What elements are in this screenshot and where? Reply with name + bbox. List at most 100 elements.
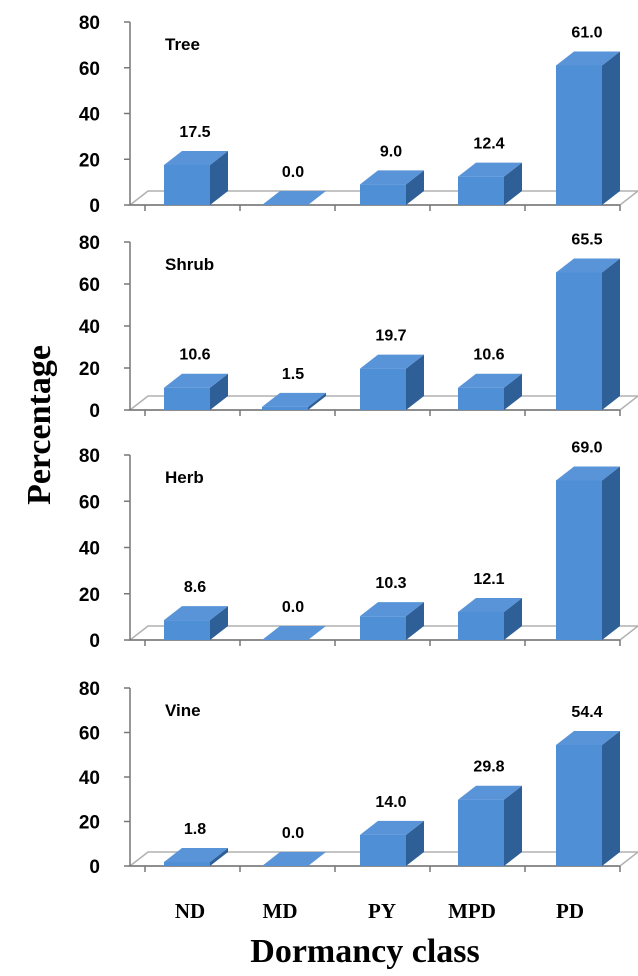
bar-front (556, 272, 602, 410)
bar-side (308, 392, 326, 410)
y-tick-label: 20 (79, 359, 100, 380)
bar-front (556, 480, 602, 640)
value-label: 17.5 (179, 124, 210, 141)
panel-herb: 0 20 40 60 80 Herb 8.6 0.0 10.3 12.1 69.0 (79, 439, 638, 652)
y-tick-label: 60 (79, 59, 100, 80)
value-label: 12.1 (473, 571, 504, 588)
bar-nd: 1.8 (164, 821, 228, 866)
panel-label: Tree (165, 35, 200, 54)
bar-top (164, 606, 228, 621)
value-label: 0.0 (282, 164, 304, 181)
bar-side (406, 820, 424, 866)
bar-top (262, 626, 326, 640)
bar-md: 0.0 (262, 825, 326, 866)
bar-front (262, 406, 308, 410)
x-category-label: MD (263, 899, 298, 923)
chart-panels: 0 20 40 60 80 Tree 17.5 0.0 9.0 12.4 61.0 0 20 40 60 80… (79, 13, 638, 878)
panel-shrub: 0 20 40 60 80 Shrub 10.6 1.5 19.7 10.6 65.5 (79, 231, 638, 422)
y-tick-label: 40 (79, 105, 100, 126)
value-label: 69.0 (571, 439, 602, 456)
bar-side (602, 258, 620, 410)
y-tick-label: 40 (79, 317, 100, 338)
x-axis-title: Dormancy class (250, 933, 479, 970)
x-category-label: PY (368, 899, 396, 923)
bar-py: 9.0 (360, 143, 424, 205)
bar-top (556, 466, 620, 481)
bar-side (602, 466, 620, 640)
panel-tree: 0 20 40 60 80 Tree 17.5 0.0 9.0 12.4 61.0 (79, 13, 638, 217)
bar-front (360, 616, 406, 640)
panel-label: Herb (165, 468, 204, 487)
x-category-label: ND (175, 899, 205, 923)
value-label: 61.0 (571, 24, 602, 41)
y-tick-label: 20 (79, 813, 100, 834)
bar-front (164, 164, 210, 205)
value-label: 19.7 (375, 328, 406, 345)
y-tick-label: 40 (79, 768, 100, 789)
value-label: 12.4 (473, 136, 504, 153)
x-category-labels: ND MD PY MPD PD (175, 899, 584, 923)
value-label: 0.0 (282, 825, 304, 842)
value-label: 29.8 (473, 759, 504, 776)
bar-py: 14.0 (360, 794, 424, 866)
bar-front (360, 834, 406, 866)
y-tick-label: 80 (79, 679, 100, 700)
bar-nd: 10.6 (164, 347, 228, 410)
bar-py: 10.3 (360, 575, 424, 640)
bar-top (164, 847, 228, 862)
bar-side (406, 354, 424, 410)
panel-label: Shrub (165, 255, 214, 274)
bar-front (360, 368, 406, 410)
bar-front (458, 799, 504, 866)
bar-top (164, 373, 228, 388)
y-tick-label: 80 (79, 233, 100, 254)
bar-front (164, 387, 210, 410)
bar-pd: 61.0 (556, 24, 620, 206)
value-label: 10.3 (375, 575, 406, 592)
bar-top (360, 820, 424, 835)
y-tick-label: 80 (79, 13, 100, 34)
value-label: 8.6 (184, 579, 206, 596)
bar-py: 19.7 (360, 328, 424, 410)
panel-label: Vine (165, 701, 201, 720)
y-tick-label: 60 (79, 492, 100, 513)
y-tick-label: 0 (89, 196, 100, 217)
y-tick-label: 0 (89, 631, 100, 652)
bar-top (458, 162, 522, 177)
bar-pd: 54.4 (556, 704, 620, 866)
bar-top (164, 150, 228, 165)
bar-front (360, 184, 406, 205)
bar-md: 1.5 (262, 366, 326, 410)
bar-front (164, 620, 210, 640)
y-tick-label: 40 (79, 539, 100, 560)
bar-front (556, 65, 602, 206)
bar-top (262, 392, 326, 407)
bar-side (504, 373, 522, 410)
x-category-label: MPD (448, 899, 496, 923)
bar-front (164, 861, 210, 866)
bar-top (360, 602, 424, 617)
bar-side (210, 847, 228, 866)
bar-top (458, 373, 522, 388)
y-tick-label: 0 (89, 401, 100, 422)
bar-top (556, 258, 620, 273)
bar-front (458, 176, 504, 205)
bar-mpd: 10.6 (458, 347, 522, 410)
bar-mpd: 12.4 (458, 136, 522, 205)
x-category-label: PD (556, 899, 584, 923)
value-label: 10.6 (473, 347, 504, 364)
bar-nd: 17.5 (164, 124, 228, 205)
bar-top (556, 51, 620, 66)
bar-top (458, 598, 522, 613)
bar-side (602, 730, 620, 866)
value-label: 9.0 (380, 143, 402, 160)
bar-side (602, 51, 620, 206)
y-tick-label: 60 (79, 275, 100, 296)
bar-top (458, 785, 522, 800)
bar-nd: 8.6 (164, 579, 228, 640)
bar-pd: 65.5 (556, 231, 620, 410)
y-axis-title: Percentage (21, 345, 58, 505)
y-tick-label: 80 (79, 446, 100, 467)
value-label: 1.8 (184, 821, 206, 838)
